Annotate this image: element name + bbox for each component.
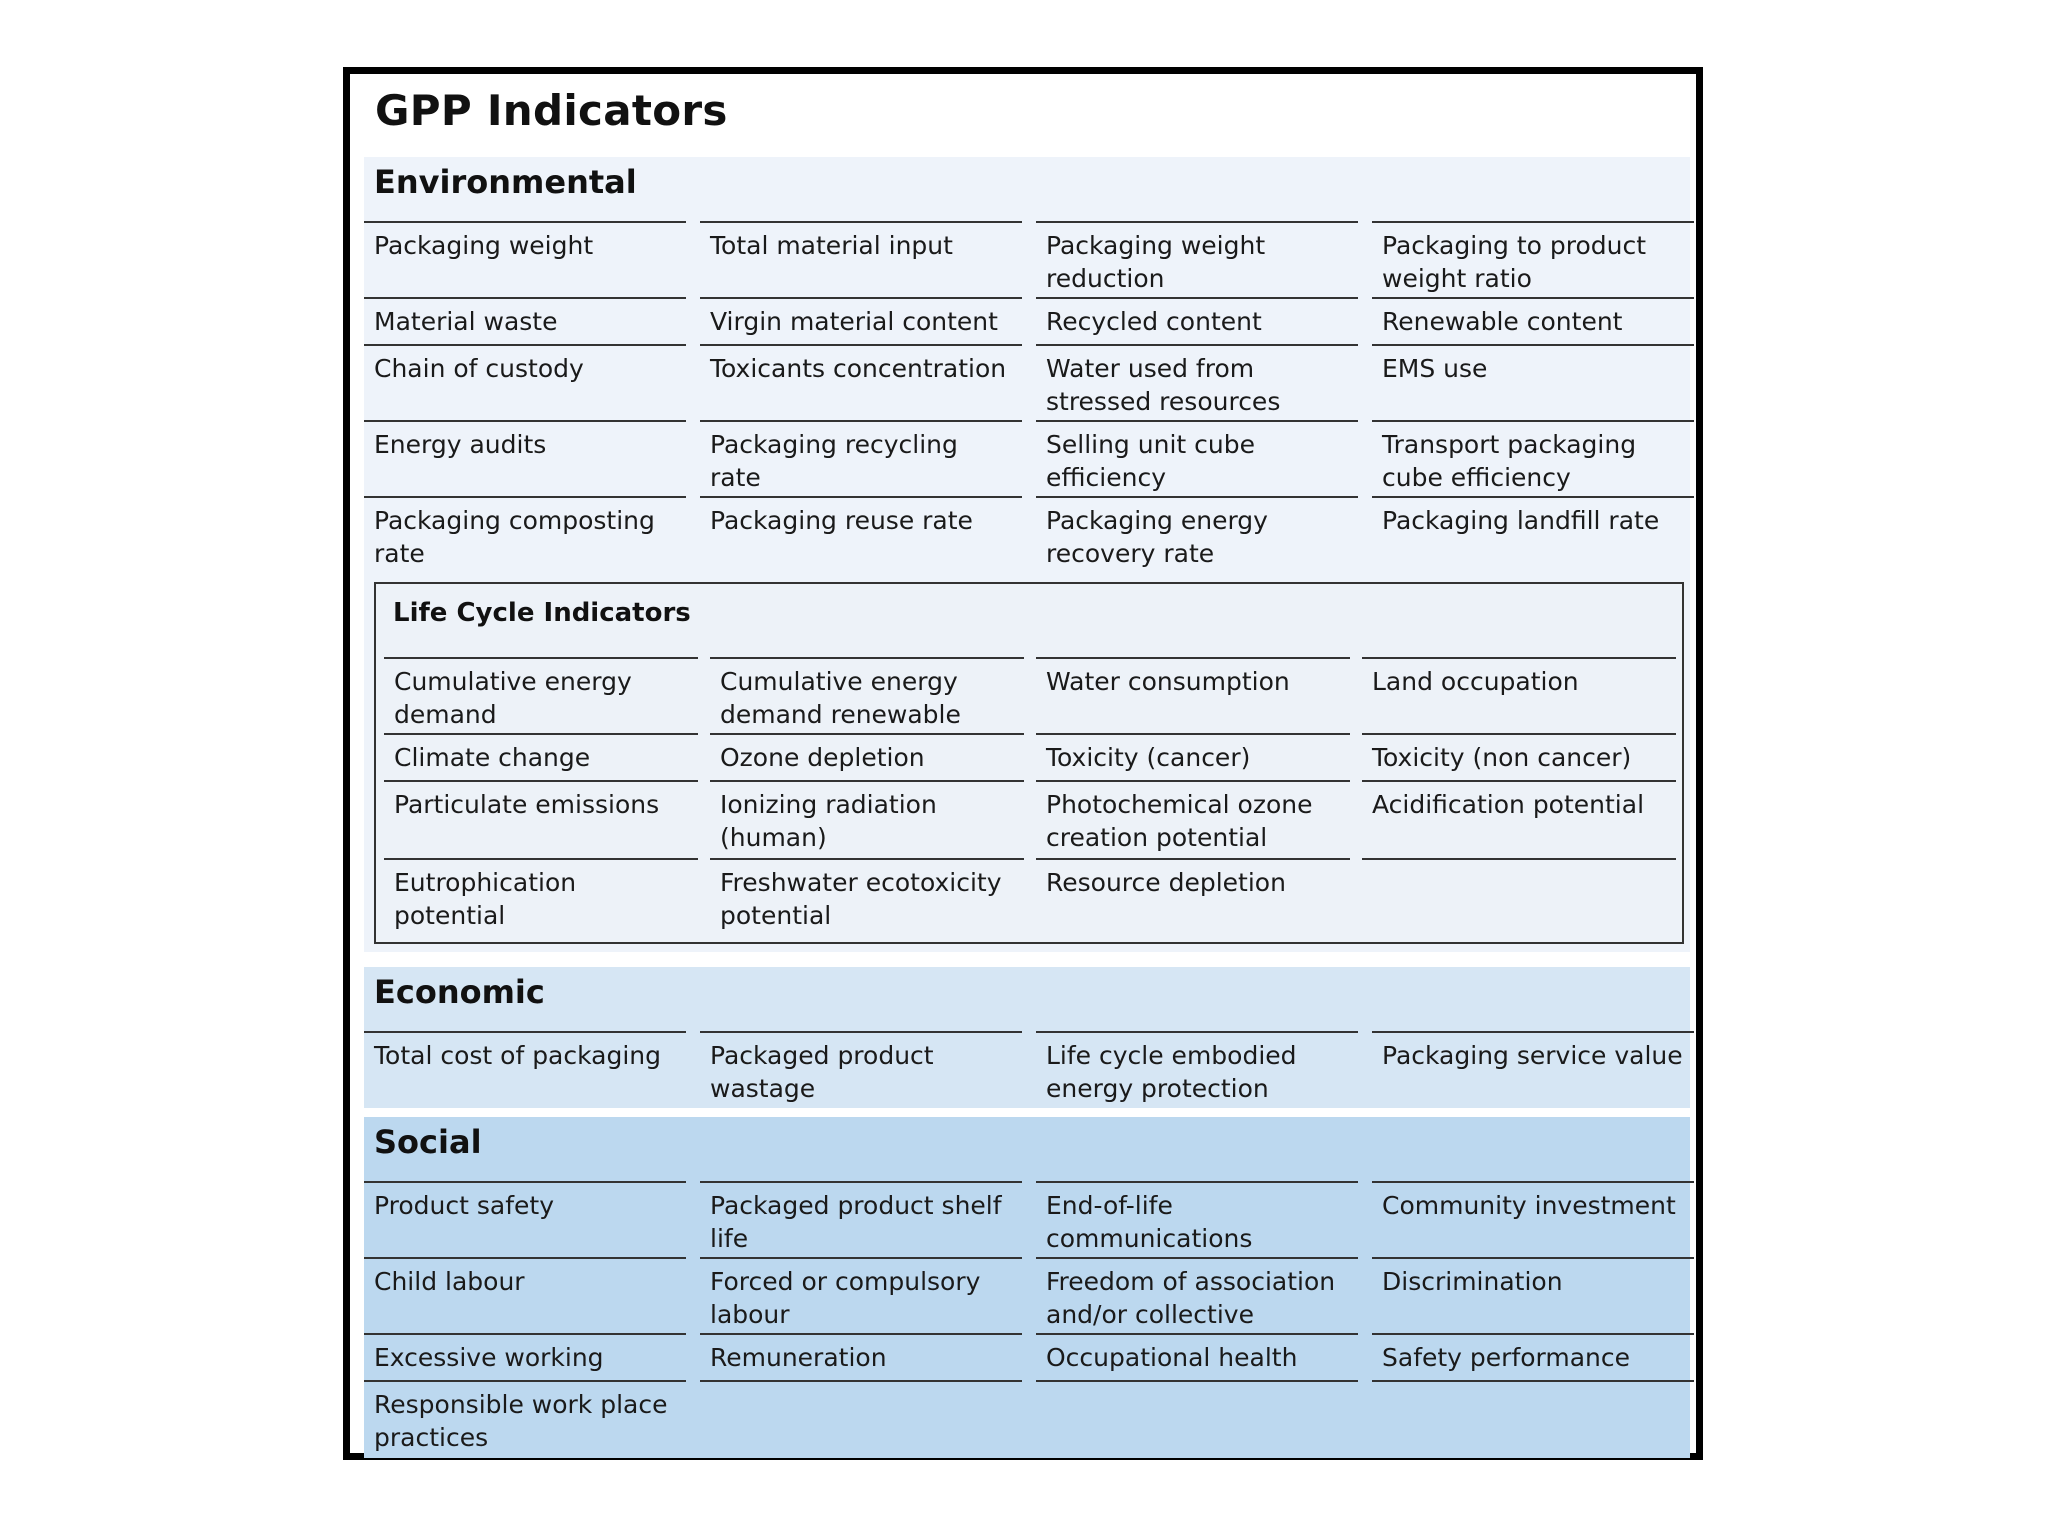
indicator-cell bbox=[1372, 1380, 1694, 1458]
life-cycle-heading: Life Cycle Indicators bbox=[393, 598, 691, 628]
indicator-cell: Packaging recycling rate bbox=[700, 420, 1022, 496]
indicator-cell: Virgin material content bbox=[700, 297, 1022, 344]
indicator-cell: Recycled content bbox=[1036, 297, 1358, 344]
indicator-cell bbox=[1362, 858, 1676, 936]
life-cycle-box: Life Cycle Indicators Cumulative energy … bbox=[374, 582, 1684, 944]
indicator-cell: Material waste bbox=[364, 297, 686, 344]
indicator-cell: Packaging service value bbox=[1372, 1031, 1694, 1107]
indicator-cell: Cumulative energy demand bbox=[384, 657, 698, 733]
indicator-cell: Child labour bbox=[364, 1257, 686, 1333]
social-section: Social Product safety Packaged product sh… bbox=[364, 1117, 1694, 1458]
indicator-cell bbox=[1036, 1380, 1358, 1458]
indicator-cell: Remuneration bbox=[700, 1333, 1022, 1380]
indicator-cell: Packaging weight bbox=[364, 221, 686, 297]
indicator-cell: Discrimination bbox=[1372, 1257, 1694, 1333]
indicator-cell: Ozone depletion bbox=[710, 733, 1024, 780]
indicator-cell: Total cost of packaging bbox=[364, 1031, 686, 1107]
indicator-cell: Community investment bbox=[1372, 1181, 1694, 1257]
indicator-cell: Eutrophication potential bbox=[384, 858, 698, 936]
social-heading: Social bbox=[374, 1123, 482, 1161]
indicator-cell: Toxicants concentration bbox=[700, 344, 1022, 420]
indicator-cell: Life cycle embodied energy protection bbox=[1036, 1031, 1358, 1107]
indicator-cell: Acidification potential bbox=[1362, 780, 1676, 858]
indicator-cell: Freshwater ecotoxicity potential bbox=[710, 858, 1024, 936]
indicator-cell: Ionizing radiation (human) bbox=[710, 780, 1024, 858]
indicator-cell: Safety performance bbox=[1372, 1333, 1694, 1380]
indicator-cell: Responsible work place practices bbox=[364, 1380, 686, 1458]
indicator-cell: Packaging reuse rate bbox=[700, 496, 1022, 574]
environmental-section: Environmental Packaging weight Total mate… bbox=[364, 157, 1694, 952]
indicator-cell: Product safety bbox=[364, 1181, 686, 1257]
indicator-cell: Photochemical ozone creation potential bbox=[1036, 780, 1350, 858]
indicator-cell: Forced or compulsory labour bbox=[700, 1257, 1022, 1333]
indicator-cell: Land occupation bbox=[1362, 657, 1676, 733]
indicator-cell: Particulate emissions bbox=[384, 780, 698, 858]
indicator-cell: Packaging energy recovery rate bbox=[1036, 496, 1358, 574]
indicator-cell: Packaged product wastage bbox=[700, 1031, 1022, 1107]
indicator-cell: Packaging landfill rate bbox=[1372, 496, 1694, 574]
indicator-cell: Toxicity (non cancer) bbox=[1362, 733, 1676, 780]
indicator-cell: Packaged product shelf life bbox=[700, 1181, 1022, 1257]
indicator-cell: Cumulative energy demand renewable bbox=[710, 657, 1024, 733]
economic-section: Economic Total cost of packaging Packaged… bbox=[364, 967, 1694, 1108]
indicator-cell: Packaging to product weight ratio bbox=[1372, 221, 1694, 297]
indicator-cell: Chain of custody bbox=[364, 344, 686, 420]
indicator-cell: Energy audits bbox=[364, 420, 686, 496]
indicator-cell: Renewable content bbox=[1372, 297, 1694, 344]
indicator-cell: Excessive working hours bbox=[364, 1333, 686, 1380]
indicators-panel: GPP Indicators Environmental Packaging w… bbox=[343, 67, 1703, 1460]
indicator-cell: Total material input bbox=[700, 221, 1022, 297]
indicator-cell: Occupational health bbox=[1036, 1333, 1358, 1380]
indicator-cell: End-of-life communications bbox=[1036, 1181, 1358, 1257]
environmental-heading: Environmental bbox=[374, 163, 637, 201]
indicator-cell: Water used from stressed resources bbox=[1036, 344, 1358, 420]
indicator-cell: Selling unit cube efficiency bbox=[1036, 420, 1358, 496]
indicator-cell: Toxicity (cancer) bbox=[1036, 733, 1350, 780]
indicator-cell: Climate change bbox=[384, 733, 698, 780]
economic-heading: Economic bbox=[374, 973, 545, 1011]
indicator-cell: Water consumption bbox=[1036, 657, 1350, 733]
indicator-cell: Resource depletion bbox=[1036, 858, 1350, 936]
indicator-cell: Freedom of association and/or collective bbox=[1036, 1257, 1358, 1333]
page-title: GPP Indicators bbox=[375, 86, 728, 135]
indicator-cell: Packaging composting rate bbox=[364, 496, 686, 574]
indicator-cell: EMS use bbox=[1372, 344, 1694, 420]
indicator-cell: Transport packaging cube efficiency bbox=[1372, 420, 1694, 496]
indicator-cell: Packaging weight reduction bbox=[1036, 221, 1358, 297]
indicator-cell bbox=[700, 1380, 1022, 1458]
